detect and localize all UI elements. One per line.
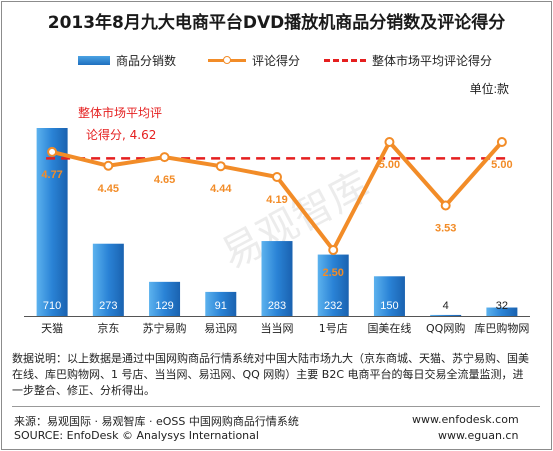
score-point-5 [328, 245, 339, 255]
category-label-6: 国美在线 [367, 321, 411, 335]
source-url-2: www.eguan.cn [438, 429, 519, 442]
score-label-0: 4.77 [41, 169, 62, 181]
score-label-6: 5.00 [379, 159, 400, 171]
score-point-3 [215, 161, 226, 172]
category-label-1: 京东 [97, 321, 119, 335]
bar-label-3: 91 [215, 300, 227, 312]
bar-5 [317, 254, 349, 316]
chart-plot: 易观智库 710 天猫 273 京东 129 苏宁易购 91 易迅网 283 当当网 232 1号店 15… [24, 105, 530, 335]
bar-6 [373, 276, 405, 316]
score-label-8: 5.00 [491, 159, 512, 171]
bar-label-1: 273 [99, 300, 117, 312]
score-label-3: 4.44 [210, 183, 232, 195]
category-label-7: QQ网购 [426, 321, 465, 335]
category-label-8: 库巴购物网 [474, 321, 529, 335]
score-point-8 [496, 137, 507, 147]
source-en: SOURCE: EnfoDesk © Analysys Internationa… [14, 429, 259, 442]
score-point-2 [159, 152, 170, 163]
score-point-0 [47, 146, 58, 157]
legend-bars-label: 商品分销数 [116, 54, 177, 68]
unit-label: 单位:款 [469, 82, 509, 96]
source-cn: 来源：易观国际 · 易观智库 · eOSS 中国网购商品行情系统 [14, 415, 299, 428]
score-label-5: 2.50 [323, 267, 344, 279]
category-label-0: 天猫 [41, 322, 63, 335]
data-note: 数据说明：以上数据是通过中国网购商品行情系统对中国大陆市场九大（京东商城、天猫、… [12, 352, 529, 397]
score-label-1: 4.45 [98, 183, 119, 195]
legend-avg: 整体市场平均评论得分 [324, 52, 492, 69]
bar-3 [205, 291, 237, 316]
legend-line: 评论得分 [208, 52, 300, 69]
legend-bar-swatch [78, 56, 110, 65]
score-label-7: 3.53 [435, 223, 456, 235]
bar-2 [149, 281, 181, 316]
watermark: 易观智库 [214, 163, 377, 279]
bar-label-7: 4 [443, 300, 449, 312]
avg-annotation-line1: 整体市场平均评 [78, 105, 162, 120]
source-url-1: www.enfodesk.com [412, 413, 519, 426]
footer-divider [12, 406, 540, 407]
bar-label-5: 232 [324, 300, 342, 312]
category-label-3: 易迅网 [204, 322, 237, 335]
bar-label-8: 32 [496, 300, 508, 312]
chart-title: 2013年8月九大电商平台DVD播放机商品分销数及评论得分 [47, 13, 506, 33]
legend-line-label: 评论得分 [252, 54, 301, 68]
avg-annotation-line2: 论得分, 4.62 [86, 127, 156, 142]
bar-1 [92, 243, 124, 316]
bar-label-4: 283 [268, 300, 286, 312]
score-label-4: 4.19 [266, 194, 287, 206]
score-point-6 [384, 137, 395, 147]
score-point-1 [103, 160, 114, 171]
legend-line-swatch [208, 56, 246, 65]
bar-label-2: 129 [155, 300, 173, 312]
legend-bars: 商品分销数 [78, 52, 176, 69]
legend-avg-label: 整体市场平均评论得分 [372, 54, 493, 68]
category-label-2: 苏宁易购 [143, 321, 187, 335]
category-label-5: 1号店 [319, 321, 348, 335]
bar-label-0: 710 [43, 300, 61, 312]
category-label-4: 当当网 [261, 321, 294, 335]
legend-avg-swatch [324, 59, 366, 62]
bar-8 [486, 307, 518, 316]
score-label-2: 4.65 [154, 174, 175, 186]
bar-label-6: 150 [380, 300, 398, 312]
score-point-4 [272, 171, 282, 182]
score-point-7 [440, 200, 451, 211]
bar-7 [430, 314, 462, 316]
bar-4 [261, 241, 293, 316]
